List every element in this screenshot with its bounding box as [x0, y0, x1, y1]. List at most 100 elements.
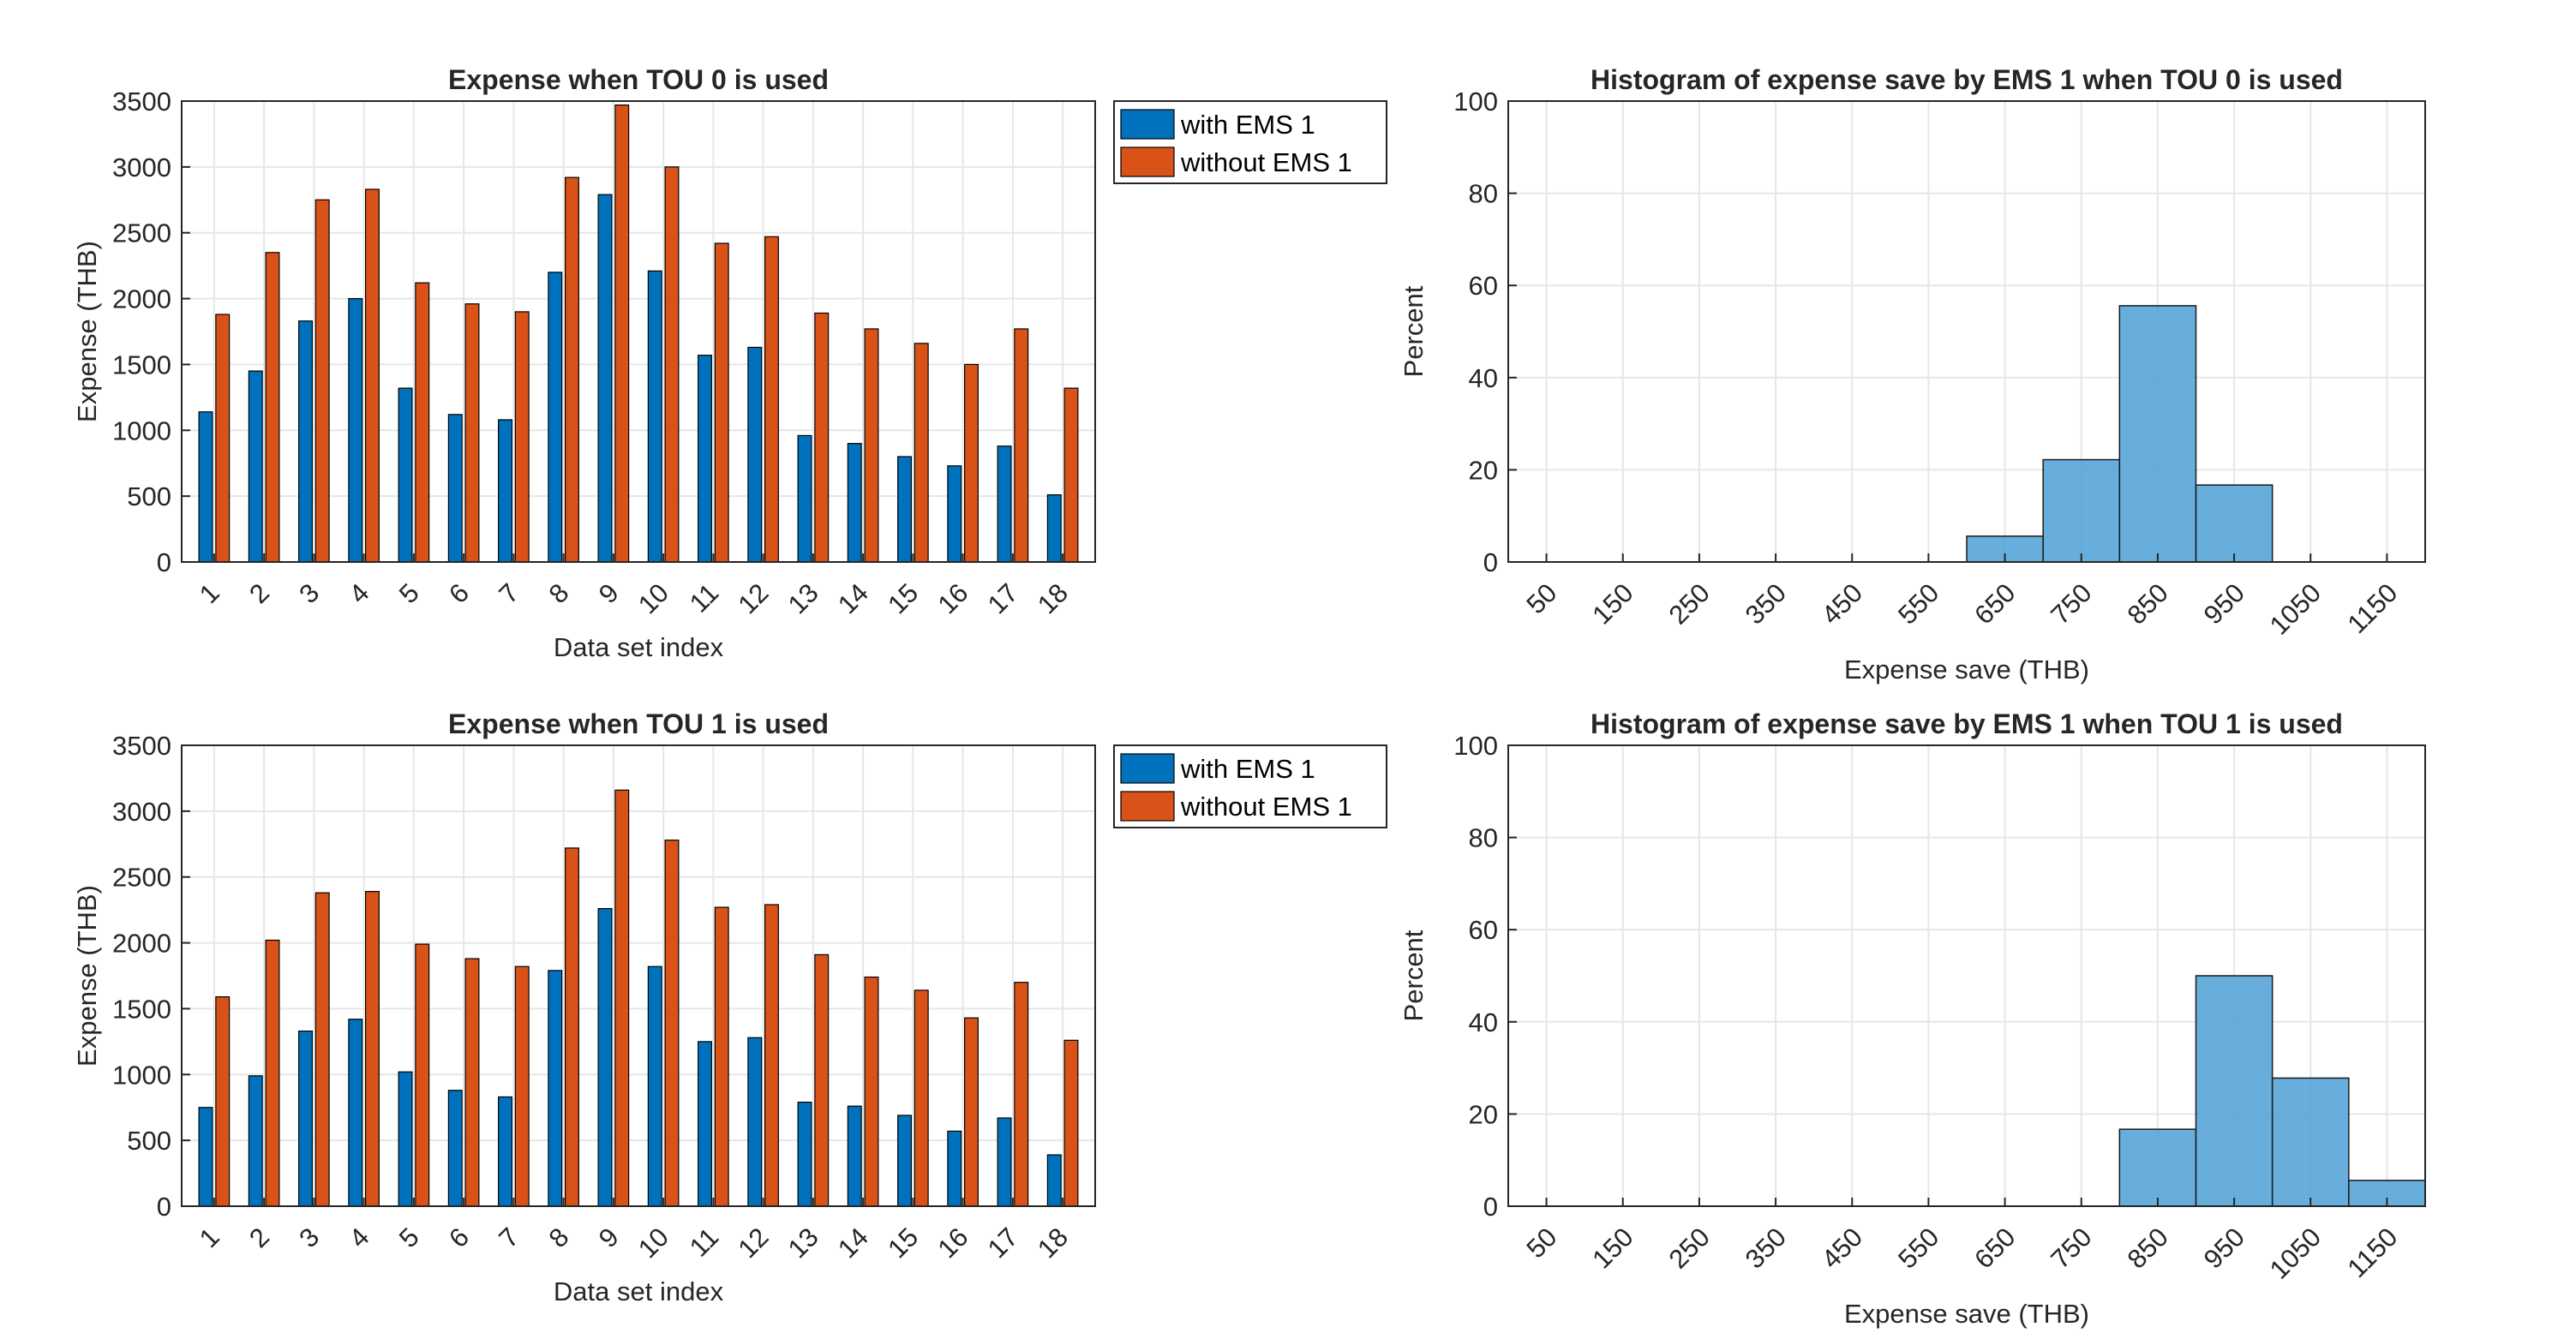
x-axis-label: Data set index	[554, 632, 724, 662]
bar-with-ems	[1046, 494, 1062, 563]
axes-box	[1507, 744, 2426, 1207]
x-tick-label: 15	[882, 577, 924, 619]
x-tick-label: 2	[243, 577, 275, 609]
x-tick-label: 1050	[2264, 577, 2327, 641]
bar-without-ems	[764, 904, 779, 1207]
y-tick-label: 60	[1469, 271, 1498, 301]
axes-box	[1507, 100, 2426, 563]
y-tick-label: 40	[1469, 363, 1498, 393]
x-tick-label: 9	[593, 1222, 625, 1253]
plot-area	[182, 101, 1095, 562]
chart-title: Histogram of expense save by EMS 1 when …	[1591, 64, 2343, 95]
bar-with-ems	[548, 970, 563, 1207]
x-tick-label: 10	[632, 577, 674, 619]
y-tick-label: 3500	[112, 87, 171, 117]
bar-without-ems	[714, 906, 729, 1207]
y-tick-label: 500	[127, 1126, 171, 1156]
x-tick-label: 750	[2045, 577, 2097, 630]
bar-without-ems	[714, 242, 729, 563]
x-tick-label: 1050	[2264, 1222, 2327, 1285]
chart-title: Expense when TOU 0 is used	[448, 64, 829, 95]
x-tick-label: 4	[344, 1222, 375, 1253]
y-tick-label: 80	[1469, 179, 1498, 209]
x-tick-label: 1150	[2341, 1222, 2403, 1283]
bar-without-ems	[464, 958, 480, 1207]
bar-without-ems	[864, 976, 879, 1207]
x-axis-label: Data set index	[554, 1276, 724, 1306]
bar-without-ems	[514, 311, 530, 563]
x-tick-label: 250	[1663, 577, 1716, 630]
legend-swatch	[1120, 146, 1175, 177]
legend-label: with EMS 1	[1180, 110, 1315, 140]
histogram-bin	[2195, 484, 2273, 563]
x-tick-label: 4	[344, 577, 375, 609]
bar-without-ems	[565, 847, 579, 1207]
y-tick-label: 1000	[112, 1060, 171, 1090]
bar-without-ems	[265, 939, 280, 1207]
bar-with-ems	[897, 456, 912, 563]
bar-without-ems	[215, 995, 231, 1207]
x-tick-label: 550	[1892, 577, 1944, 630]
bar-with-ems	[698, 1041, 712, 1207]
bar-with-ems	[248, 370, 263, 563]
bar-with-ems	[997, 1117, 1012, 1207]
x-tick-label: 550	[1892, 1222, 1944, 1274]
bar-without-ems	[964, 1017, 979, 1207]
x-tick-label: 6	[443, 577, 475, 609]
y-axis-label: Expense (THB)	[72, 241, 102, 422]
histogram-bin	[2118, 305, 2197, 563]
bar-without-ems	[614, 789, 630, 1207]
y-tick-label: 1000	[112, 415, 171, 445]
bar-without-ems	[265, 252, 280, 563]
bar-with-ems	[747, 1037, 763, 1207]
y-tick-label: 20	[1469, 1099, 1498, 1129]
bar-with-ems	[947, 1130, 962, 1207]
y-tick-label: 0	[157, 1192, 171, 1222]
bar-without-ems	[914, 989, 929, 1207]
y-tick-label: 80	[1469, 823, 1498, 853]
bar-with-ems	[797, 1101, 812, 1207]
x-tick-label: 14	[832, 1222, 874, 1264]
x-tick-label: 18	[1032, 577, 1074, 619]
x-axis-label: Expense save (THB)	[1844, 655, 2089, 684]
y-axis-label: Percent	[1399, 930, 1429, 1021]
bar-without-ems	[514, 965, 530, 1207]
bar-with-ems	[597, 908, 613, 1207]
bar-without-ems	[415, 282, 430, 563]
x-tick-label: 11	[684, 577, 725, 619]
y-tick-label: 40	[1469, 1007, 1498, 1037]
y-axis-label: Expense (THB)	[72, 885, 102, 1067]
legend-label: without EMS 1	[1180, 792, 1352, 822]
legend-swatch	[1120, 791, 1175, 822]
y-tick-label: 100	[1453, 87, 1498, 117]
bar-with-ems	[398, 387, 413, 563]
x-tick-label: 8	[543, 577, 575, 609]
bar-with-ems	[897, 1115, 912, 1207]
y-tick-label: 0	[1483, 1192, 1498, 1222]
bar-without-ems	[914, 343, 929, 563]
bar-without-ems	[964, 363, 979, 563]
bar-with-ems	[847, 1105, 862, 1207]
bar-without-ems	[764, 236, 779, 563]
histogram-bin	[2042, 458, 2121, 563]
axes-box	[181, 100, 1096, 563]
x-tick-label: 1	[194, 1222, 225, 1253]
histogram-bin	[2118, 1128, 2197, 1207]
bar-chart-tou0: 0 500 1000 1500 2000 2500 3000 3500 Expense when…	[72, 64, 1387, 662]
x-tick-label: 850	[2122, 577, 2174, 630]
histogram-tou0: 0 20 40 60 80 100 Histogram of expense save by…	[1399, 64, 2426, 684]
bar-with-ems	[1046, 1154, 1062, 1207]
bar-with-ems	[947, 465, 962, 563]
x-tick-label: 750	[2045, 1222, 2097, 1274]
bar-with-ems	[498, 1096, 512, 1207]
x-tick-label: 13	[782, 1222, 824, 1264]
x-tick-label: 11	[684, 1222, 725, 1263]
y-tick-label: 1500	[112, 994, 171, 1024]
x-tick-label: 18	[1032, 1222, 1074, 1264]
bar-without-ems	[315, 892, 330, 1207]
y-tick-label: 0	[1483, 547, 1498, 577]
y-tick-label: 100	[1453, 731, 1498, 761]
x-tick-label: 17	[982, 1222, 1024, 1264]
x-tick-label: 950	[2198, 577, 2250, 630]
x-tick-label: 8	[543, 1222, 575, 1253]
